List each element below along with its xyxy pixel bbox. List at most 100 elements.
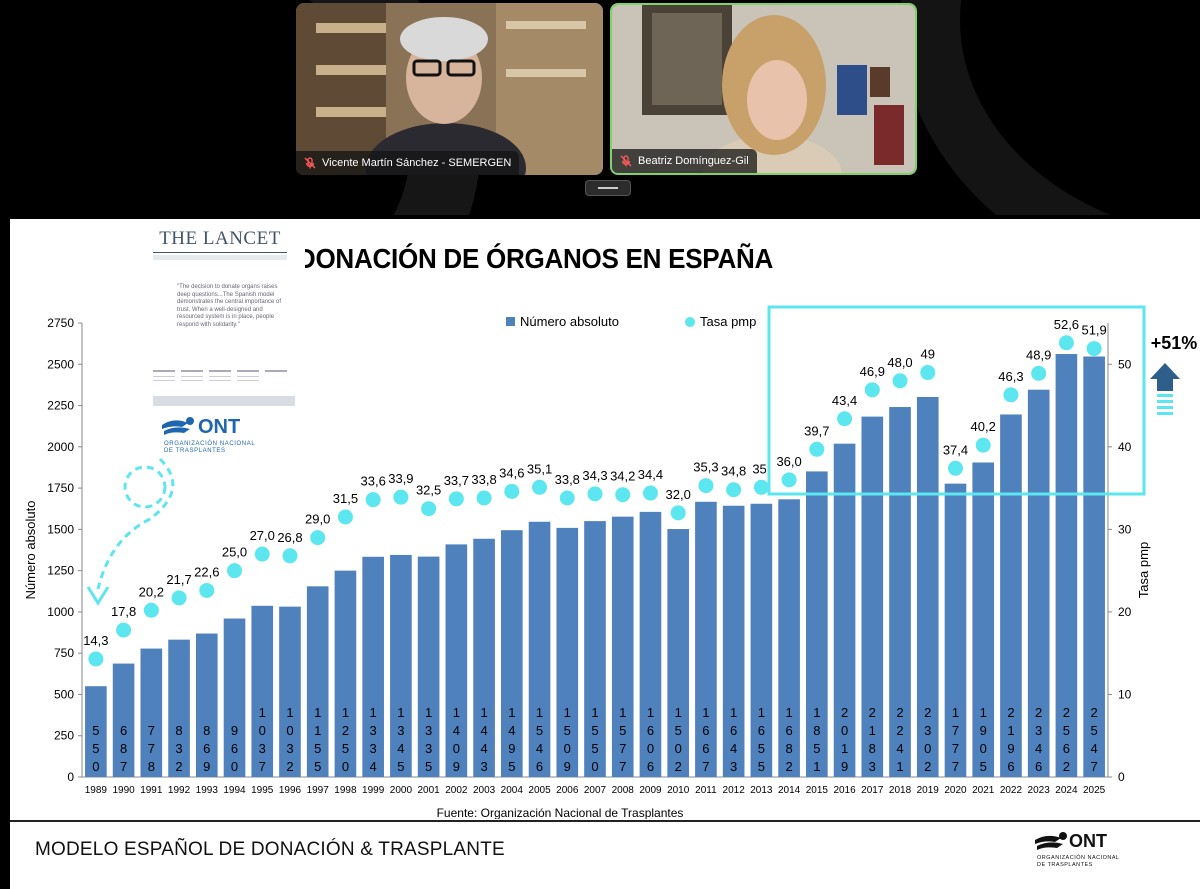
bar-value-digit: 8 [869,741,876,756]
donation-chart: 0250500750100012501500175020002250250027… [23,305,1197,819]
bar-value-digit: 0 [980,741,987,756]
bar [861,416,884,777]
participant-tile-2[interactable]: Beatriz Domínguez-Gil [610,3,917,175]
highlight-box [767,305,1146,496]
rate-point [1003,387,1019,403]
rate-point [698,478,714,494]
bar-value-digit: 6 [702,741,709,756]
bar-value-digit: 5 [564,723,571,738]
rate-label: 33,7 [444,473,469,488]
footer-divider [10,820,1200,822]
bar-value-label: 2 3 0 2 [924,705,931,774]
bar-value-digit: 1 [314,723,321,738]
bar-value-digit: 3 [370,741,377,756]
bar [806,471,828,777]
bar-value-digit: 8 [785,741,792,756]
bar-value-digit: 9 [841,759,848,774]
bar-value-digit: 0 [564,741,571,756]
participant-tile-1[interactable]: Vicente Martín Sánchez - SEMERGEN [296,3,603,175]
x-tick-label: 2015 [806,785,829,796]
lancet-title: THE LANCET [159,228,281,249]
bar [473,538,495,777]
rate-point [670,505,686,521]
bar-value-digit: 4 [397,741,404,756]
rate-point [615,487,631,503]
x-tick-label: 2008 [612,785,635,796]
source-text: Fuente: Organización Nacional de Traspla… [437,806,684,819]
ont-subtitle: ORGANIZACIÓN NACIONAL DE TRASPLANTES [164,441,255,455]
rate-point [947,460,963,476]
bar-value-digit: 7 [148,723,155,738]
bar [251,605,274,777]
rate-point [310,530,326,546]
rate-point [227,563,243,579]
bar-value-digit: 7 [619,741,626,756]
bar-value-digit: 0 [924,741,931,756]
bar-value-digit: 2 [1007,705,1014,720]
x-tick-label: 2001 [417,785,440,796]
bar [168,639,190,777]
rate-point [143,602,159,618]
bar [944,483,967,777]
bar-value-digit: 5 [425,759,432,774]
x-tick-label: 2007 [584,785,607,796]
bar-value-label: 2 5 6 2 [1063,705,1070,774]
bar-value-digit: 8 [813,723,820,738]
bar-value-digit: 1 [813,759,820,774]
x-tick-label: 1990 [112,785,135,796]
bar-value-digit: 1 [564,705,571,720]
bar-value-digit: 5 [591,741,598,756]
bar-value-digit: 6 [647,723,654,738]
bar-value-digit: 9 [508,741,515,756]
bar-value-digit: 3 [425,741,432,756]
y-right-tick-label: 40 [1118,440,1132,454]
rate-label: 33,8 [555,472,580,487]
lancet-header-bar [153,255,287,260]
y-tick-label: 2500 [47,357,74,371]
bar-value-digit: 2 [286,759,293,774]
bar-value-digit: 1 [813,705,820,720]
bar-value-digit: 0 [675,741,682,756]
lancet-rule [153,252,287,253]
bar-value-digit: 4 [536,741,543,756]
bar [722,505,745,777]
x-tick-label: 1999 [362,785,385,796]
bar-value-label: 5 5 0 [92,723,99,774]
bar-value-digit: 0 [591,759,598,774]
rate-label: 33,6 [361,474,386,489]
bar [833,443,856,777]
bar-value-label: 8 3 2 [175,723,182,774]
x-tick-label: 2022 [1000,785,1023,796]
bar-value-digit: 4 [1091,741,1098,756]
rate-point [642,485,658,501]
rate-point [587,486,603,502]
bar-value-digit: 7 [952,741,959,756]
bar-value-digit: 2 [675,759,682,774]
ont-bird-icon [1035,832,1067,850]
bar-value-digit: 1 [785,705,792,720]
y-tick-label: 2750 [47,316,74,330]
bar-value-digit: 2 [175,759,182,774]
rate-label: 35,3 [693,460,718,475]
x-tick-label: 1992 [168,785,191,796]
participant-name-1: Vicente Martín Sánchez - SEMERGEN [322,157,512,169]
bar-value-digit: 5 [619,723,626,738]
ont-bird-icon [162,417,194,435]
bar [279,606,301,777]
rate-label: 35,1 [527,461,552,476]
bar-value-digit: 1 [286,705,293,720]
rate-label: 14,3 [83,633,108,648]
filmstrip-drag-handle[interactable] [585,180,631,196]
bar-value-digit: 1 [370,705,377,720]
bar-value-digit: 5 [813,741,820,756]
bar-value-digit: 1 [591,705,598,720]
bar-value-label: 6 8 7 [120,723,127,774]
bar-value-digit: 5 [92,723,99,738]
y-tick-label: 1250 [47,564,74,578]
bar-value-digit: 2 [841,705,848,720]
bar-value-label: 2 1 9 6 [1007,705,1014,774]
bar-value-digit: 1 [869,723,876,738]
